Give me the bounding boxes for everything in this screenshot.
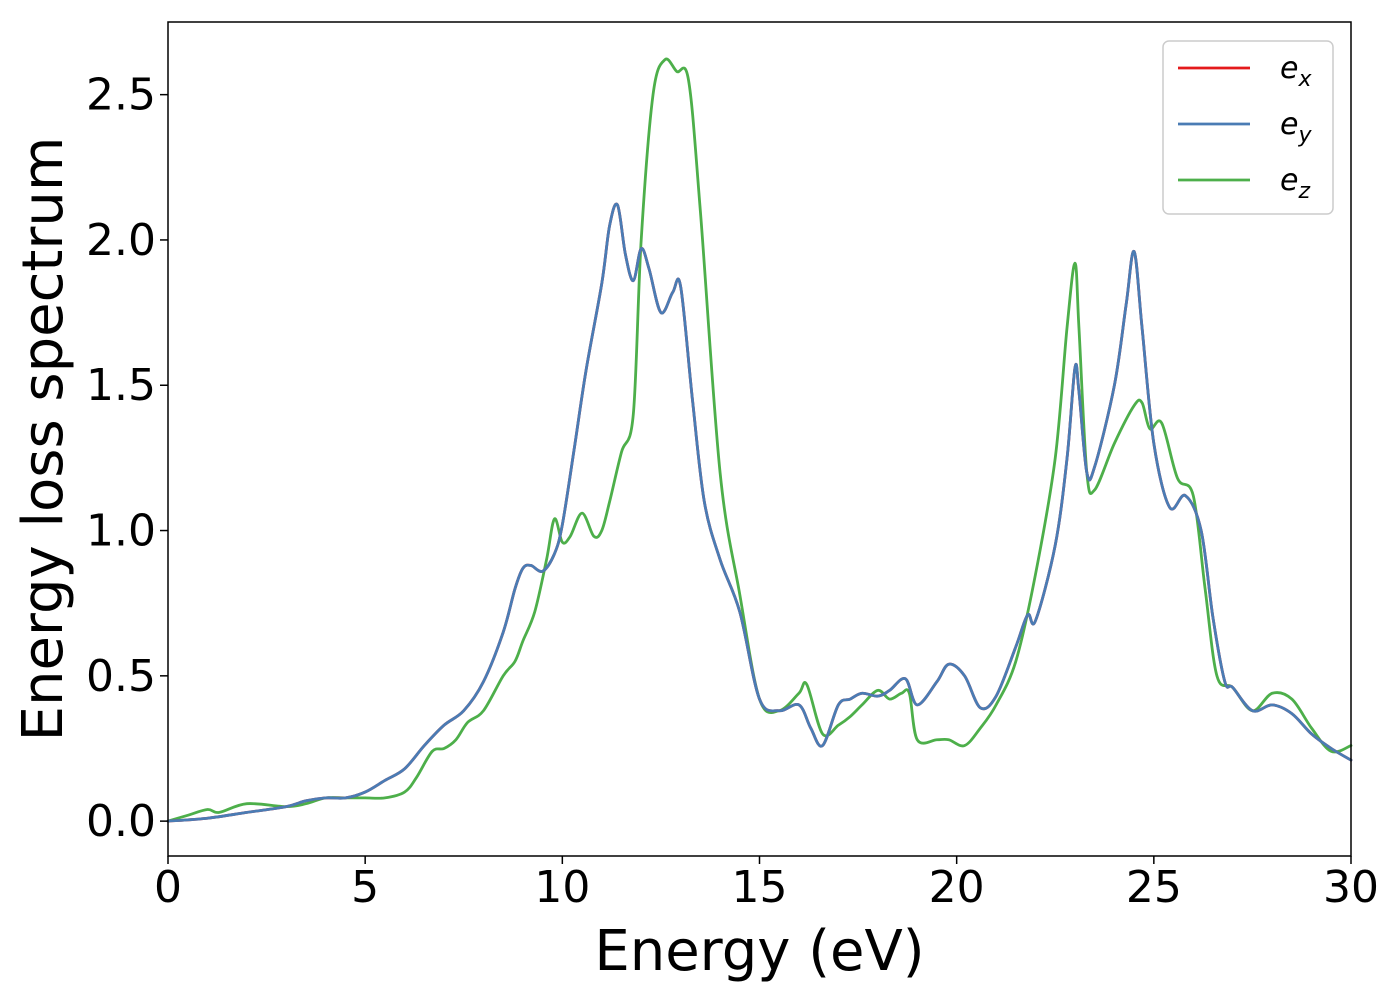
x-tick-label: 15 <box>732 862 788 913</box>
y-axis-label: Energy loss spectrum <box>11 137 76 742</box>
y-tick-label: 2.0 <box>86 215 156 266</box>
x-axis-label: Energy (eV) <box>594 919 924 984</box>
y-tick-label: 1.5 <box>86 360 156 411</box>
y-tick-label: 0.0 <box>86 796 156 847</box>
y-tick-label: 1.0 <box>86 506 156 557</box>
legend-frame <box>1162 40 1334 215</box>
x-tick-label: 5 <box>351 862 379 913</box>
y-axis-ticks: 0.0 0.5 1.0 1.5 2.0 2.5 <box>86 70 168 847</box>
y-tick-label: 0.5 <box>86 651 156 702</box>
x-tick-label: 20 <box>929 862 985 913</box>
series-line-ex <box>166 202 1353 823</box>
legend-label-ex: ex <box>1280 51 1312 92</box>
plot-lines <box>166 57 1353 823</box>
x-tick-label: 10 <box>534 862 590 913</box>
x-axis-ticks: 0 5 10 15 20 25 30 <box>154 856 1379 913</box>
legend-label-ez: ez <box>1280 163 1310 204</box>
legend: ex ey ez <box>1162 40 1334 215</box>
x-tick-label: 0 <box>154 862 182 913</box>
x-tick-label: 30 <box>1323 862 1379 913</box>
legend-label-ey: ey <box>1280 107 1312 148</box>
x-tick-label: 25 <box>1126 862 1182 913</box>
series-line-ey <box>166 202 1353 823</box>
y-tick-label: 2.5 <box>86 70 156 121</box>
